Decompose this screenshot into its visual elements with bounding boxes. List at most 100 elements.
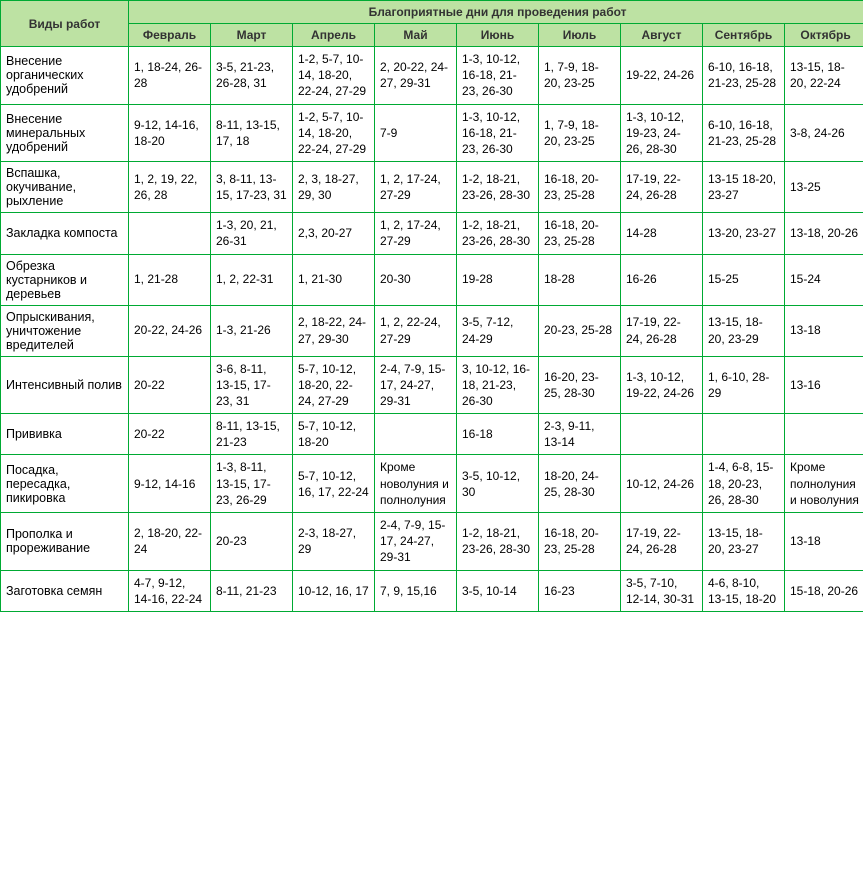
- data-cell: 13-18, 20-26: [785, 213, 863, 254]
- month-header: Октябрь: [785, 24, 863, 47]
- data-cell: Кроме полнолуния и новолуния: [785, 455, 863, 513]
- data-cell: 1, 21-28: [129, 254, 211, 305]
- table-row: Прививка20-228-11, 13-15, 21-235-7, 10-1…: [1, 414, 863, 455]
- table-row: Опрыскивания, уничтожение вредителей20-2…: [1, 305, 863, 356]
- data-cell: 17-19, 22-24, 26-28: [621, 513, 703, 571]
- table-row: Прополка и прореживание2, 18-20, 22-2420…: [1, 513, 863, 571]
- data-cell: 16-26: [621, 254, 703, 305]
- data-cell: 16-20, 23-25, 28-30: [539, 356, 621, 414]
- data-cell: 15-18, 20-26: [785, 570, 863, 611]
- data-cell: 8-11, 13-15, 21-23: [211, 414, 293, 455]
- row-label: Внесение органических удобрений: [1, 47, 129, 105]
- data-cell: 1-2, 5-7, 10-14, 18-20, 22-24, 27-29: [293, 104, 375, 162]
- data-cell: 1, 2, 19, 22, 26, 28: [129, 162, 211, 213]
- data-cell: 13-15 18-20, 23-27: [703, 162, 785, 213]
- data-cell: 2-4, 7-9, 15-17, 24-27, 29-31: [375, 513, 457, 571]
- row-label: Вспашка, окучивание, рыхление: [1, 162, 129, 213]
- data-cell: 3, 8-11, 13-15, 17-23, 31: [211, 162, 293, 213]
- data-cell: 4-6, 8-10, 13-15, 18-20: [703, 570, 785, 611]
- data-cell: 1-2, 18-21, 23-26, 28-30: [457, 213, 539, 254]
- table-row: Обрезка кустарников и деревьев1, 21-281,…: [1, 254, 863, 305]
- data-cell: 2-3, 18-27, 29: [293, 513, 375, 571]
- data-cell: 13-15, 18-20, 22-24: [785, 47, 863, 105]
- data-cell: 14-28: [621, 213, 703, 254]
- data-cell: 1, 2, 22-31: [211, 254, 293, 305]
- data-cell: 1, 7-9, 18-20, 23-25: [539, 47, 621, 105]
- row-label: Прополка и прореживание: [1, 513, 129, 571]
- data-cell: 18-20, 24-25, 28-30: [539, 455, 621, 513]
- data-cell: 2-4, 7-9, 15-17, 24-27, 29-31: [375, 356, 457, 414]
- data-cell: 16-23: [539, 570, 621, 611]
- data-cell: 3-5, 10-12, 30: [457, 455, 539, 513]
- calendar-table: Виды работ Благоприятные дни для проведе…: [0, 0, 863, 612]
- data-cell: 1-3, 20, 21, 26-31: [211, 213, 293, 254]
- data-cell: 7, 9, 15,16: [375, 570, 457, 611]
- data-cell: 20-30: [375, 254, 457, 305]
- data-cell: 3-5, 7-12, 24-29: [457, 305, 539, 356]
- data-cell: [375, 414, 457, 455]
- data-cell: 13-18: [785, 513, 863, 571]
- table-row: Внесение органических удобрений1, 18-24,…: [1, 47, 863, 105]
- table-row: Закладка компоста 1-3, 20, 21, 26-312,3, …: [1, 213, 863, 254]
- data-cell: 5-7, 10-12, 18-20, 22-24, 27-29: [293, 356, 375, 414]
- data-cell: 18-28: [539, 254, 621, 305]
- data-cell: 9-12, 14-16, 18-20: [129, 104, 211, 162]
- data-cell: 6-10, 16-18, 21-23, 25-28: [703, 47, 785, 105]
- data-cell: 20-22: [129, 356, 211, 414]
- data-cell: 16-18, 20-23, 25-28: [539, 213, 621, 254]
- data-cell: 1-2, 18-21, 23-26, 28-30: [457, 513, 539, 571]
- data-cell: 8-11, 13-15, 17, 18: [211, 104, 293, 162]
- month-header: Сентябрь: [703, 24, 785, 47]
- row-header-title: Виды работ: [1, 1, 129, 47]
- data-cell: 13-20, 23-27: [703, 213, 785, 254]
- data-cell: 3, 10-12, 16-18, 21-23, 26-30: [457, 356, 539, 414]
- data-cell: Кроме новолуния и полнолуния: [375, 455, 457, 513]
- month-header: Май: [375, 24, 457, 47]
- data-cell: 5-7, 10-12, 18-20: [293, 414, 375, 455]
- row-label: Внесение минеральных удобрений: [1, 104, 129, 162]
- data-cell: 1-3, 10-12, 19-23, 24-26, 28-30: [621, 104, 703, 162]
- month-header: Март: [211, 24, 293, 47]
- data-cell: 2,3, 20-27: [293, 213, 375, 254]
- data-cell: 13-15, 18-20, 23-27: [703, 513, 785, 571]
- data-cell: 13-15, 18-20, 23-29: [703, 305, 785, 356]
- data-cell: 3-5, 21-23, 26-28, 31: [211, 47, 293, 105]
- data-cell: [785, 414, 863, 455]
- data-cell: 20-22: [129, 414, 211, 455]
- data-cell: 2, 20-22, 24-27, 29-31: [375, 47, 457, 105]
- data-cell: 16-18, 20-23, 25-28: [539, 162, 621, 213]
- data-cell: 7-9: [375, 104, 457, 162]
- table-body: Внесение органических удобрений1, 18-24,…: [1, 47, 863, 612]
- row-label: Интенсивный полив: [1, 356, 129, 414]
- table-row: Интенсивный полив20-223-6, 8-11, 13-15, …: [1, 356, 863, 414]
- table-row: Внесение минеральных удобрений9-12, 14-1…: [1, 104, 863, 162]
- data-cell: 19-22, 24-26: [621, 47, 703, 105]
- data-cell: 19-28: [457, 254, 539, 305]
- months-row: Февраль Март Апрель Май Июнь Июль Август…: [1, 24, 863, 47]
- data-cell: 1, 21-30: [293, 254, 375, 305]
- data-cell: 2, 3, 18-27, 29, 30: [293, 162, 375, 213]
- span-header-title: Благоприятные дни для проведения работ: [129, 1, 863, 24]
- table-row: Заготовка семян4-7, 9-12, 14-16, 22-248-…: [1, 570, 863, 611]
- data-cell: 1, 18-24, 26-28: [129, 47, 211, 105]
- data-cell: 20-23, 25-28: [539, 305, 621, 356]
- data-cell: 20-22, 24-26: [129, 305, 211, 356]
- data-cell: [703, 414, 785, 455]
- data-cell: [621, 414, 703, 455]
- month-header: Апрель: [293, 24, 375, 47]
- data-cell: 1-3, 10-12, 19-22, 24-26: [621, 356, 703, 414]
- row-label: Прививка: [1, 414, 129, 455]
- data-cell: [129, 213, 211, 254]
- data-cell: 1, 6-10, 28-29: [703, 356, 785, 414]
- data-cell: 6-10, 16-18, 21-23, 25-28: [703, 104, 785, 162]
- data-cell: 20-23: [211, 513, 293, 571]
- data-cell: 1-3, 10-12, 16-18, 21-23, 26-30: [457, 47, 539, 105]
- data-cell: 10-12, 16, 17: [293, 570, 375, 611]
- month-header: Февраль: [129, 24, 211, 47]
- table-row: Вспашка, окучивание, рыхление1, 2, 19, 2…: [1, 162, 863, 213]
- data-cell: 1-3, 21-26: [211, 305, 293, 356]
- row-label: Закладка компоста: [1, 213, 129, 254]
- data-cell: 16-18: [457, 414, 539, 455]
- data-cell: 17-19, 22-24, 26-28: [621, 305, 703, 356]
- data-cell: 1-2, 5-7, 10-14, 18-20, 22-24, 27-29: [293, 47, 375, 105]
